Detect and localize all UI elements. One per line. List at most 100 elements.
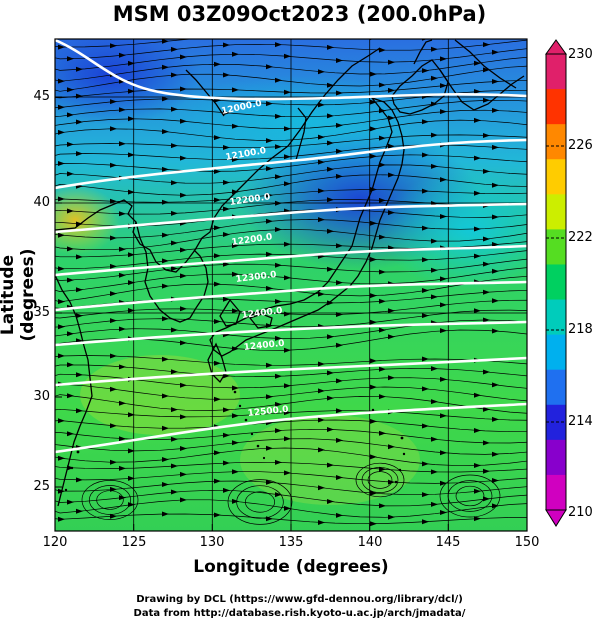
streamline-arrow [232, 385, 239, 391]
streamline-arrow [266, 192, 273, 198]
streamline-arrow [492, 328, 499, 334]
streamline-arrow [440, 413, 447, 419]
streamline-arrow [266, 101, 273, 107]
colorbar-label: 226 [568, 138, 593, 153]
colorbar-label: 230 [568, 47, 593, 62]
streamline-arrow [171, 266, 178, 271]
streamline-arrow [58, 418, 65, 424]
streamline-arrow [379, 269, 386, 275]
colorbar-segment [546, 229, 566, 265]
streamline-arrow [388, 245, 395, 251]
streamline-arrow [162, 258, 169, 264]
y-axis-label: Latitude (degrees) [0, 248, 38, 342]
contour-label: 12500.0 [247, 405, 289, 419]
streamline-arrow [162, 457, 169, 462]
streamline-arrow [336, 342, 343, 348]
streamline-arrow [492, 182, 499, 188]
streamline-arrow [162, 64, 169, 70]
streamline-arrow [67, 208, 74, 214]
streamline-arrow [180, 118, 187, 124]
footer-source: Data from http://database.rish.kyoto-u.a… [133, 608, 466, 619]
streamline-arrow [474, 392, 481, 398]
footer-credit: Drawing by DCL (https://www.gfd-dennou.o… [136, 594, 463, 605]
streamline-arrow [110, 353, 117, 359]
streamline-arrow [119, 364, 126, 370]
streamline-arrow [284, 241, 291, 247]
streamline-arrow [128, 308, 135, 313]
streamline-arrow [379, 162, 386, 168]
colorbar-label: 210 [568, 505, 593, 520]
streamline-arrow [284, 154, 291, 160]
x-tick-label: 125 [121, 535, 147, 550]
streamline-arrow [492, 298, 499, 304]
streamline-arrow [110, 43, 117, 49]
streamline-arrow [119, 52, 126, 58]
streamline-arrow [58, 353, 65, 359]
streamline-arrow [180, 247, 187, 253]
colorbar [545, 39, 567, 527]
colorbar-segment [546, 404, 566, 441]
streamline-arrow [284, 470, 291, 476]
streamline-arrow [336, 122, 343, 128]
streamline-arrow [162, 511, 169, 517]
streamline-arrow [214, 360, 221, 366]
streamline-arrow [336, 475, 343, 480]
streamline-arrow [422, 68, 429, 74]
streamline-arrow [67, 499, 74, 505]
streamline-arrow [379, 197, 386, 203]
streamline-arrow [474, 60, 481, 66]
streamline-arrow [67, 465, 74, 471]
streamline-arrow [232, 123, 239, 129]
streamline-arrow [180, 446, 187, 451]
streamline [55, 355, 527, 366]
streamline-arrow [275, 42, 282, 48]
streamline [55, 428, 527, 444]
axis-ticks [54, 96, 528, 531]
streamline-arrow [180, 497, 187, 503]
streamline-arrow [327, 300, 334, 306]
eddy-streamline [367, 471, 393, 489]
eddy-streamline [236, 485, 284, 519]
streamline-arrow [214, 197, 221, 203]
streamline-arrow [388, 59, 395, 65]
colorbar-segment [546, 439, 566, 476]
streamline-arrow [76, 66, 83, 72]
contour-label: 12300.0 [235, 270, 277, 285]
eddy-streamline [227, 479, 293, 525]
streamline-arrow [388, 514, 395, 520]
streamline-arrow [223, 42, 230, 48]
streamline-arrow [388, 334, 395, 340]
streamline-arrow [440, 56, 447, 62]
streamline-arrow [284, 89, 291, 95]
streamline [55, 119, 527, 141]
streamline-arrow [483, 317, 490, 323]
streamline-arrow [379, 234, 386, 240]
streamline-arrow [422, 492, 429, 498]
streamline [55, 258, 527, 281]
streamline-arrow [162, 199, 169, 205]
streamline-arrow [223, 232, 230, 237]
streamline-arrow [162, 166, 169, 172]
streamline-arrow [327, 266, 334, 272]
streamline-arrow [266, 394, 273, 400]
streamline-arrow [110, 423, 117, 429]
streamline-arrow [474, 308, 481, 314]
streamline-arrow [180, 192, 187, 198]
streamline-arrow [318, 69, 325, 75]
streamline-arrow [162, 96, 169, 102]
colorbar-top-arrow [545, 39, 567, 55]
streamline-arrow [67, 141, 74, 147]
streamline-arrow [67, 331, 74, 337]
streamline-arrow [336, 148, 343, 154]
streamline-arrow [422, 313, 429, 319]
streamline-arrow [180, 273, 187, 279]
streamline-arrow [327, 166, 334, 172]
colorbar-segment [546, 124, 566, 160]
streamline [55, 447, 527, 467]
streamline-arrow [492, 503, 499, 509]
x-tick-label: 150 [514, 535, 540, 550]
streamline-arrow [266, 362, 273, 368]
streamline-arrow [223, 460, 230, 466]
streamline-arrow [422, 519, 429, 525]
streamline-arrow [162, 232, 169, 238]
